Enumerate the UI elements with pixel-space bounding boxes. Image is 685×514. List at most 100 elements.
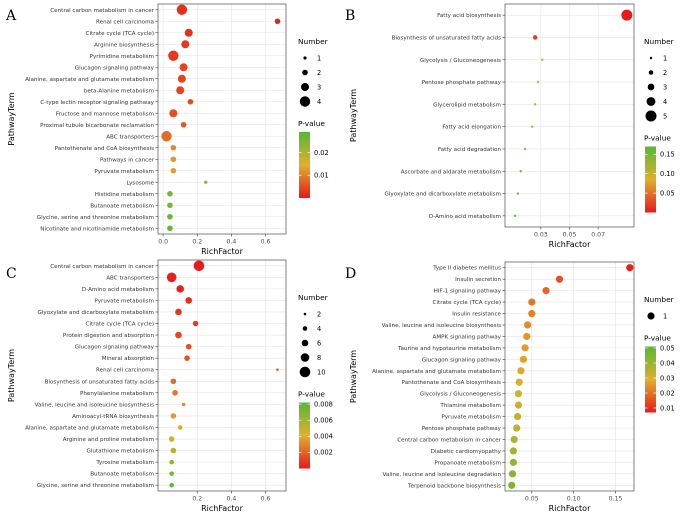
number-legend: Number 1 2 3 4 5	[644, 37, 675, 122]
pathway-term-label: Arginine and proline metabolism	[63, 437, 154, 443]
data-point	[621, 9, 633, 21]
number-legend-label: 3	[663, 84, 667, 92]
data-point	[528, 309, 536, 318]
colorbar-tick-label: 0.02	[660, 389, 675, 397]
data-point	[161, 131, 172, 142]
colorbar-tick-label: 0.008	[314, 400, 333, 408]
pathway-term-label: Biosynthesis of unsaturated fatty acids	[392, 35, 501, 41]
data-point	[274, 18, 281, 25]
data-point	[204, 180, 208, 184]
data-point	[167, 202, 173, 209]
plot-border	[504, 261, 635, 492]
data-point	[179, 63, 188, 72]
pathway-term-label: Glycerolipid metabolism	[433, 102, 501, 108]
pathway-term-label: C-type lectin receptor signaling pathway	[40, 100, 154, 106]
x-axis-label: RichFactor	[549, 240, 591, 249]
x-tick-label: 0.2	[192, 239, 202, 246]
number-legend-key	[300, 353, 310, 362]
pathway-term-label: Butanoate metabolism	[90, 203, 154, 209]
pathway-term-label: Phenylalanine metabolism	[80, 391, 154, 397]
pathway-term-label: Protein digestion and absorption	[63, 333, 155, 339]
pathway-term-label: Alanine, aspartate and glutamate metabol…	[372, 369, 501, 375]
colorbar-tick-label: 0.03	[660, 374, 675, 382]
data-point	[180, 121, 187, 128]
number-legend-key	[646, 97, 656, 106]
panel-c: C 0.2 0.4 0.6 Central carbon metabolism in c…	[6, 259, 333, 513]
number-legend-title: Number	[298, 293, 329, 302]
pvalue-legend-title: P-value	[298, 119, 325, 128]
data-point	[169, 482, 174, 488]
data-point	[170, 156, 177, 163]
pathway-term-label: Insulin resistance	[452, 312, 501, 318]
colorbar-tick-label: 0.04	[660, 359, 675, 367]
number-legend-key	[301, 339, 309, 347]
colorbar-tick-label: 0.10	[660, 170, 675, 178]
pvalue-legend-title: P-value	[644, 334, 671, 343]
pathway-term-label: Insulin secretion	[455, 277, 501, 283]
x-tick-label: 0.05	[525, 496, 539, 503]
pathway-term-label: ABC transporters	[106, 134, 154, 140]
data-point	[176, 285, 184, 293]
pathway-term-label: Glycolysis / Gluconeogenesis	[420, 392, 501, 398]
pathway-term-label: Nicotinate and nicotinamide metabolism	[40, 226, 154, 232]
data-point	[513, 424, 521, 432]
pathway-term-label: Pantothenate and CoA biosynthesis	[55, 146, 154, 152]
data-point	[528, 298, 536, 306]
x-axis-label: RichFactor	[201, 247, 243, 256]
data-point	[533, 103, 537, 106]
number-legend-key	[648, 70, 654, 75]
pathway-term-label: Proximal tubule bicarbonate reclamation	[40, 123, 154, 129]
pathway-term-label: Fatty acid degradation	[438, 147, 501, 153]
number-legend-key	[647, 83, 655, 91]
pathway-term-label: Glucagon signaling pathway	[75, 65, 155, 71]
data-point	[168, 436, 175, 442]
x-tick-label: 0.4	[226, 496, 236, 503]
data-point	[170, 413, 177, 419]
pathway-term-label: Thiamine metabolism	[439, 403, 501, 409]
pathway-term-label: beta-Alanine metabolism	[84, 88, 154, 94]
pathway-term-label: Pantothenate and CoA biosynthesis	[402, 380, 501, 386]
data-point	[524, 321, 532, 329]
pathway-term-label: Glyoxylate and dicarboxylate metabolism	[385, 192, 501, 198]
pathway-term-label: Fatty acid biosynthesis	[437, 13, 501, 19]
y-axis-label: PathwayTerm	[349, 350, 358, 403]
pathway-term-label: Lysosome	[127, 180, 155, 186]
pathway-term-label: Terpenoid backbone biosynthesis	[407, 483, 501, 489]
colorbar-tick-label: 0.02	[314, 149, 329, 157]
data-point	[513, 214, 517, 218]
data-point	[168, 50, 179, 61]
data-point	[177, 425, 183, 430]
data-point	[532, 35, 538, 40]
number-legend-title: Number	[644, 37, 675, 46]
data-point	[169, 459, 174, 465]
colorbar-tick-label: 0.004	[314, 433, 333, 441]
pathway-term-label: Pentose phosphate pathway	[422, 426, 502, 432]
data-point	[509, 447, 517, 455]
pathway-term-label: Biosynthesis of unsaturated fatty acids	[45, 379, 154, 385]
plot-border	[157, 3, 287, 235]
pathway-term-label: Pyruvate metabolism	[94, 169, 154, 175]
pvalue-colorbar	[299, 402, 310, 469]
number-legend-key	[301, 83, 309, 91]
pathway-term-label: Arginine biosynthesis	[94, 42, 154, 48]
x-tick-label: 0.15	[609, 496, 623, 503]
y-axis-label: PathwayTerm	[7, 92, 16, 145]
pvalue-legend: P-value 0.01 0.02 0.03 0.04 0.05	[644, 334, 675, 413]
data-point	[184, 355, 190, 361]
y-axis-label: PathwayTerm	[349, 89, 358, 142]
pathway-term-label: Pyrimidine metabolism	[90, 54, 154, 60]
colorbar-tick-label: 0.002	[314, 449, 333, 457]
data-point	[531, 125, 534, 128]
data-point	[184, 28, 193, 37]
data-point	[172, 390, 178, 396]
data-point	[515, 378, 523, 386]
data-point	[169, 109, 178, 118]
data-point	[187, 98, 194, 105]
data-point	[170, 144, 177, 151]
plot-area	[158, 4, 286, 234]
pathway-term-label: Renal cell carcinoma	[96, 19, 154, 25]
pvalue-legend: P-value 0.05 0.10 0.15	[644, 134, 675, 213]
x-tick-label: 0.2	[192, 496, 202, 503]
number-legend-key	[302, 69, 308, 76]
